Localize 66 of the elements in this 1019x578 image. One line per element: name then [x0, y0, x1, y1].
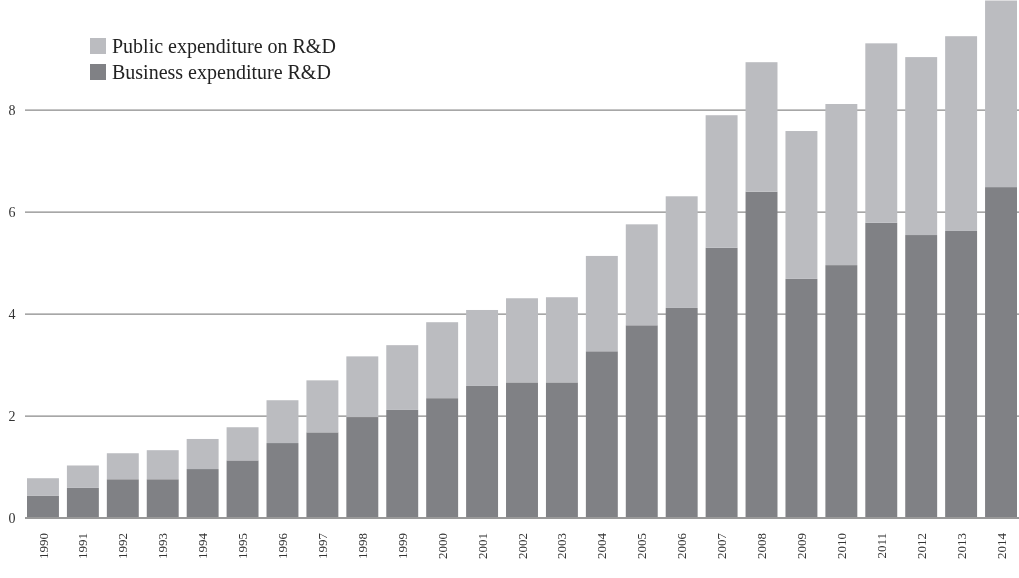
x-tick-label: 2007: [714, 532, 730, 559]
bar: [146, 450, 179, 480]
bar: [346, 356, 379, 418]
y-tick-label: 4: [8, 306, 16, 322]
bar: [825, 104, 858, 266]
bar: [106, 453, 139, 480]
x-tick-label: 1990: [35, 533, 51, 559]
bar: [27, 495, 59, 518]
x-tick-label: 1995: [235, 533, 251, 559]
bar: [506, 298, 538, 383]
bar: [625, 224, 658, 326]
x-tick-label: 2011: [873, 533, 889, 559]
x-tick-label: 1996: [275, 532, 291, 559]
bar: [545, 297, 578, 383]
bar: [306, 432, 339, 518]
bar: [226, 427, 259, 461]
legend-label: Business expenditure R&D: [112, 61, 331, 84]
x-tick-label: 1992: [115, 533, 131, 559]
bar: [705, 115, 738, 248]
bar: [306, 380, 339, 433]
x-tick-label: 2003: [554, 533, 570, 559]
x-tick-label: 2009: [793, 533, 809, 559]
bar: [226, 460, 259, 518]
x-tick-label: 2005: [634, 533, 650, 559]
x-tick-label: 1998: [354, 533, 370, 559]
bar: [426, 322, 459, 399]
x-tick-label: 2000: [434, 533, 450, 559]
y-tick-label: 2: [8, 408, 16, 424]
bar: [27, 478, 59, 496]
y-tick-label: 0: [8, 510, 16, 526]
bar: [905, 57, 938, 236]
x-tick-label: 2014: [993, 532, 1009, 559]
x-tick-label: 1991: [75, 533, 91, 559]
x-tick-label: 2002: [514, 533, 530, 559]
x-tick-label: 2006: [674, 532, 690, 559]
y-tick-label: 6: [8, 204, 16, 220]
x-tick-label: 1999: [394, 533, 410, 559]
bar: [146, 479, 179, 518]
x-tick-label: 1994: [195, 532, 211, 559]
x-tick-label: 2004: [594, 532, 610, 559]
bar: [985, 0, 1017, 188]
bar: [665, 196, 698, 308]
bar: [386, 345, 419, 410]
bar: [66, 465, 99, 488]
bar: [585, 255, 618, 352]
x-tick-label: 1993: [155, 533, 171, 559]
bar: [466, 309, 499, 386]
x-tick-label: 2008: [754, 533, 770, 559]
bar: [266, 400, 299, 444]
x-tick-label: 2012: [913, 533, 929, 559]
bar: [745, 62, 778, 192]
y-tick-label: 8: [8, 103, 16, 119]
bar: [66, 487, 99, 518]
bar: [945, 36, 978, 231]
x-tick-label: 2013: [953, 533, 969, 559]
bar: [785, 131, 818, 279]
bar: [346, 417, 379, 518]
bar: [266, 443, 299, 518]
legend-label: Public expenditure on R&D: [112, 35, 336, 58]
x-tick-label: 2010: [833, 533, 849, 559]
bar: [106, 479, 139, 518]
bar: [865, 43, 898, 223]
bar: [186, 438, 219, 470]
x-tick-label: 2001: [474, 533, 490, 559]
bar: [186, 469, 219, 518]
x-tick-label: 1997: [314, 532, 330, 559]
